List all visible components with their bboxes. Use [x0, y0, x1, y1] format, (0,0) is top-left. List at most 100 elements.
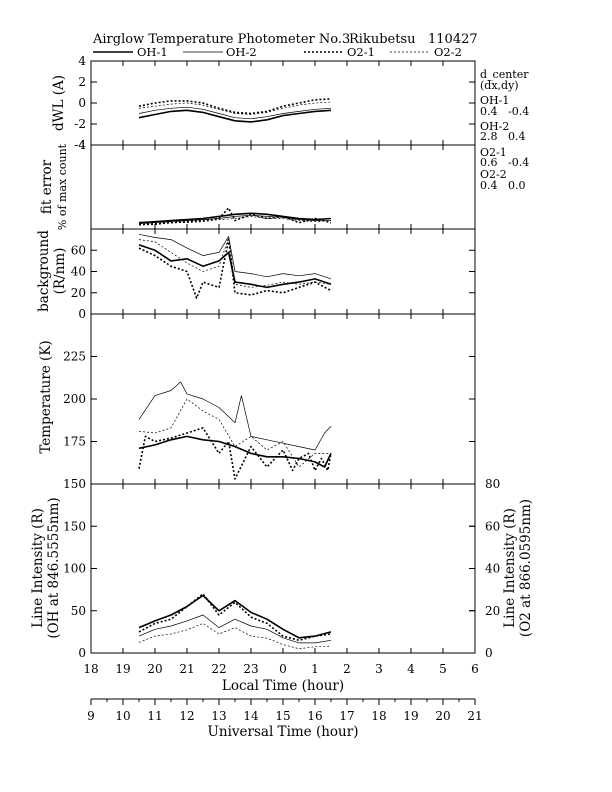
y-tick-label-right-int: 80 [485, 477, 500, 491]
temp-ylabel: Temperature (K) [38, 340, 54, 453]
panel-dwl-frame [90, 60, 476, 146]
ut-tick-label: 20 [435, 709, 450, 723]
lt-tick-label: 1 [311, 662, 319, 676]
y-tick-label-dwl: 2 [78, 75, 86, 89]
series-fit-oh1 [138, 212, 332, 224]
y-tick-label-temp: 225 [63, 350, 86, 364]
series-fit-oh2 [138, 214, 331, 225]
ut-tick-label: 21 [467, 709, 482, 723]
lt-tick-label: 4 [407, 662, 415, 676]
o22-offset-label: O2-2 [480, 168, 507, 181]
int-ylabel-right-units: (O2 at 866.0595nm) [518, 499, 534, 637]
legend-label-oh1: OH-1 [137, 45, 168, 59]
d-center-notes: d_center (dx,dy) OH-1 0.4 -0.4 OH-2 2.8 … [480, 68, 529, 192]
y-tick-label-right-int: 60 [485, 519, 500, 533]
lt-tick-label: 3 [375, 662, 383, 676]
y-tick-label-right-int: 0 [485, 646, 493, 660]
lt-tick-label: 2 [343, 662, 351, 676]
series-layer [138, 98, 332, 650]
lt-tick-label: 5 [439, 662, 447, 676]
y-tick-label-right-int: 40 [485, 562, 500, 576]
ut-tick-label: 18 [371, 709, 386, 723]
series-bg-oh1 [138, 244, 332, 289]
series-temp-oh2 [138, 381, 332, 451]
bg-ylabel-units: (R/nm) [52, 248, 68, 295]
int-ylabel-units: (OH at 846.5555nm) [46, 497, 62, 638]
legend-label-oh2: OH-2 [226, 45, 257, 59]
legend-label-o21: O2-1 [347, 45, 375, 59]
date-label: 110427 [428, 32, 478, 47]
fit-ylabel-units: % of max count [56, 143, 69, 230]
legend-label-o22: O2-2 [434, 45, 462, 59]
series-dwl-oh1 [138, 109, 332, 123]
bg-ylabel: background [36, 230, 52, 312]
y-tick-label-right-int: 20 [485, 604, 500, 618]
y-tick-label-int: 150 [63, 519, 86, 533]
y-tick-label-fit: 4 [78, 138, 86, 152]
lt-tick-label: 20 [147, 662, 162, 676]
lt-tick-label: 21 [179, 662, 194, 676]
series-fit-o21 [138, 207, 332, 226]
lt-tick-label: 18 [83, 662, 98, 676]
series-temp-o21 [138, 427, 332, 480]
series-int-oh1 [138, 594, 332, 639]
series-bg-o21 [138, 238, 332, 299]
ut-axis-label: Universal Time (hour) [208, 724, 359, 740]
y-tick-label-dwl: -4 [74, 138, 86, 152]
y-tick-label-bg: 20 [71, 286, 86, 300]
series-dwl-oh2 [138, 106, 332, 120]
series-fit-o22 [139, 216, 332, 226]
lt-tick-label: 19 [115, 662, 130, 676]
tick-layer: 18 19 20 21 22 23 0 1 2 3 4 5 69 10 11 12 13 14 15 16 17 18 19… [63, 54, 500, 723]
oh2-offset-label: OH-2 [480, 120, 509, 133]
oh1-offset-label: OH-1 [480, 94, 509, 107]
series-temp-oh1 [138, 435, 332, 468]
d-center-title: d_center [480, 68, 529, 81]
legend: OH-1 OH-2 O2-1 O2-2 [93, 45, 462, 59]
oh2-offset-values: 2.8 0.4 [480, 130, 525, 143]
series-int-oh2 [138, 614, 332, 644]
fit-ylabel: fit error [39, 159, 55, 214]
y-tick-label-bg: 60 [71, 243, 86, 257]
y-tick-label-bg: 0 [78, 307, 86, 321]
y-tick-label-dwl: 4 [78, 54, 86, 68]
series-temp-o22 [138, 398, 331, 468]
y-tick-label-int: 0 [78, 646, 86, 660]
series-dwl-o22 [138, 101, 332, 115]
o22-offset-values: 0.4 0.0 [480, 179, 525, 192]
y-tick-label-temp: 175 [63, 435, 86, 449]
ut-tick-label: 10 [115, 709, 130, 723]
y-tick-label-int: 100 [63, 562, 86, 576]
int-ylabel: Line Intensity (R) [30, 508, 46, 628]
ut-tick-label: 19 [403, 709, 418, 723]
dwl-ylabel: dWL (A) [51, 75, 67, 131]
y-tick-label-temp: 150 [63, 477, 86, 491]
y-tick-label-temp: 200 [63, 392, 86, 406]
lt-tick-label: 0 [279, 662, 287, 676]
ut-tick-label: 11 [147, 709, 162, 723]
lt-tick-label: 22 [211, 662, 226, 676]
o21-offset-label: O2-1 [480, 146, 507, 159]
d-center-subtitle: (dx,dy) [480, 79, 519, 92]
ut-tick-label: 14 [243, 709, 259, 723]
ut-tick-label: 13 [211, 709, 226, 723]
ut-tick-label: 15 [275, 709, 290, 723]
lt-tick-label: 23 [243, 662, 258, 676]
panel-int-frame [90, 483, 476, 654]
y-tick-label-dwl: -2 [74, 117, 86, 131]
y-tick-label-bg: 40 [71, 265, 86, 279]
chart-title: Airglow Temperature Photometer No.3 [92, 32, 350, 47]
ut-tick-label: 9 [87, 709, 95, 723]
ut-tick-label: 12 [179, 709, 194, 723]
y-tick-label-dwl: 0 [78, 96, 86, 110]
lt-tick-label: 6 [471, 662, 479, 676]
lt-axis-label: Local Time (hour) [222, 678, 344, 694]
series-int-o22 [138, 623, 331, 650]
series-bg-oh2 [138, 233, 332, 280]
panel-temp-frame [90, 313, 476, 485]
y-tick-label-int: 50 [71, 604, 86, 618]
o21-offset-values: 0.6 -0.4 [480, 156, 529, 169]
int-ylabel-right: Line Intensity (R) [502, 508, 518, 628]
series-dwl-o21 [138, 98, 332, 115]
